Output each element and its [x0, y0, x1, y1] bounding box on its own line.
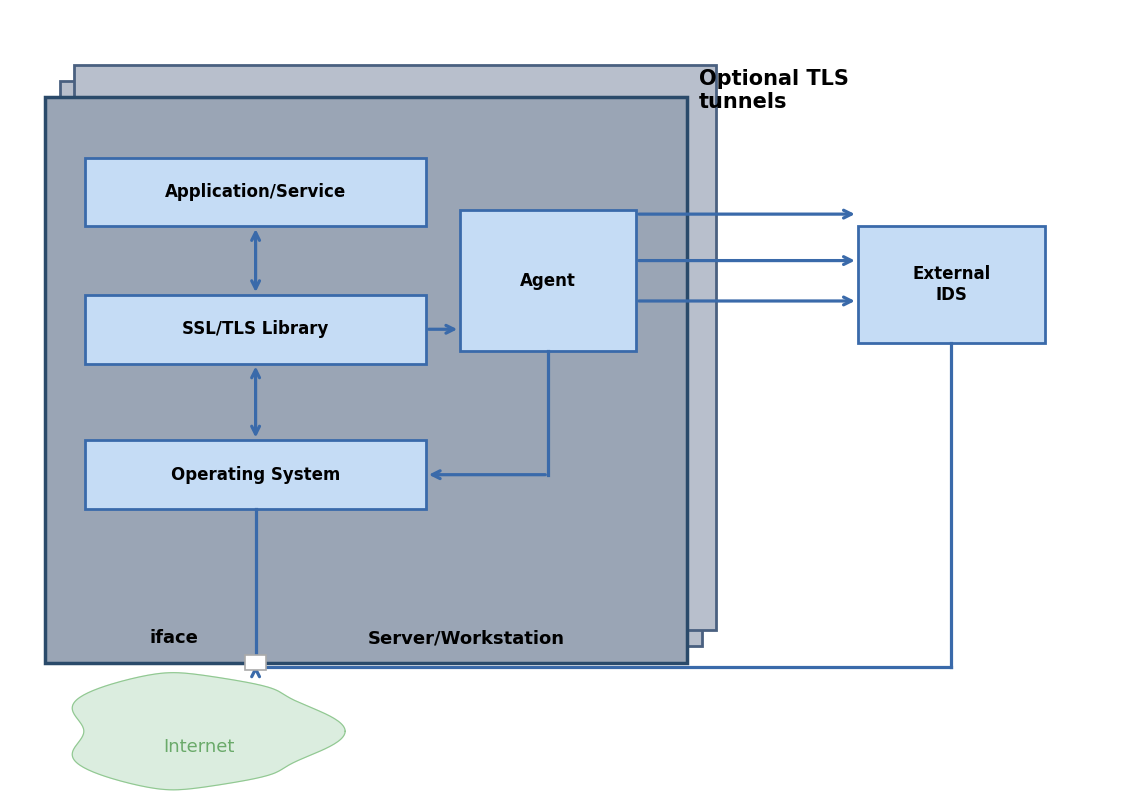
Polygon shape [73, 672, 345, 790]
FancyBboxPatch shape [858, 226, 1045, 343]
FancyBboxPatch shape [45, 97, 687, 663]
Text: Optional TLS
tunnels: Optional TLS tunnels [699, 69, 849, 112]
Bar [245, 655, 266, 670]
Text: Application/Service: Application/Service [165, 183, 346, 201]
Text: Internet: Internet [164, 739, 234, 756]
Text: Agent: Agent [520, 271, 576, 290]
Text: External
IDS: External IDS [912, 265, 991, 305]
FancyBboxPatch shape [460, 210, 636, 351]
Text: Server/Workstation: Server/Workstation [367, 629, 565, 647]
FancyBboxPatch shape [85, 158, 426, 226]
FancyBboxPatch shape [60, 81, 702, 646]
FancyBboxPatch shape [74, 65, 716, 630]
FancyBboxPatch shape [85, 440, 426, 509]
Text: Operating System: Operating System [170, 465, 341, 484]
FancyBboxPatch shape [85, 295, 426, 364]
Text: SSL/TLS Library: SSL/TLS Library [183, 320, 328, 339]
Text: iface: iface [150, 629, 199, 647]
